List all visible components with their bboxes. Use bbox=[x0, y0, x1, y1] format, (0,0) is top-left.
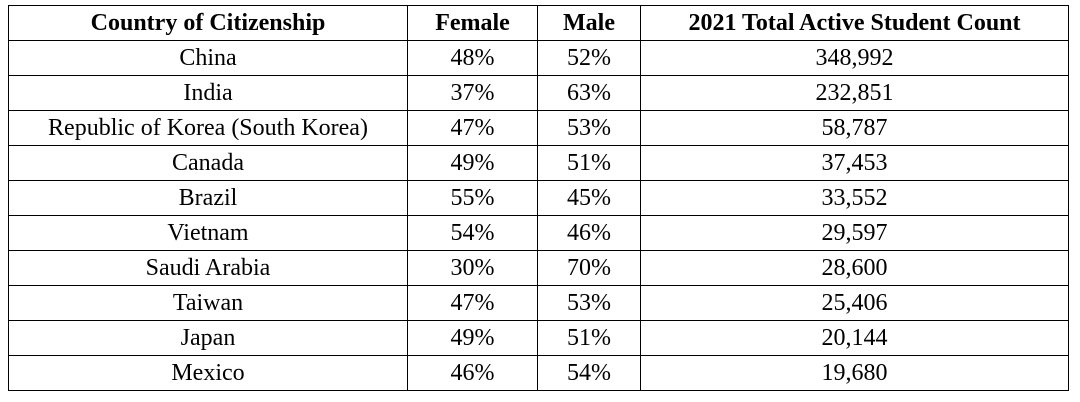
table-cell: 52% bbox=[537, 40, 641, 76]
table-cell: 232,851 bbox=[640, 75, 1069, 111]
table-cell: 70% bbox=[537, 250, 641, 286]
table-cell: 55% bbox=[407, 180, 538, 216]
header-cell: 2021 Total Active Student Count bbox=[640, 5, 1069, 41]
table-cell: 37,453 bbox=[640, 145, 1069, 181]
table-cell: Brazil bbox=[8, 180, 408, 216]
table-cell: 53% bbox=[537, 110, 641, 146]
table-cell: India bbox=[8, 75, 408, 111]
table-cell: 54% bbox=[537, 355, 641, 391]
table-row: Republic of Korea (South Korea) 47% 53% 58,… bbox=[8, 110, 1069, 146]
table-cell: 348,992 bbox=[640, 40, 1069, 76]
table-cell: 53% bbox=[537, 285, 641, 321]
table-cell: 28,600 bbox=[640, 250, 1069, 286]
table-row: Japan 49% 51% 20,144 bbox=[8, 320, 1069, 356]
table-row: Saudi Arabia 30% 70% 28,600 bbox=[8, 250, 1069, 286]
table-cell: 37% bbox=[407, 75, 538, 111]
table-row: Vietnam 54% 46% 29,597 bbox=[8, 215, 1069, 251]
table-cell: 51% bbox=[537, 320, 641, 356]
table-row: Taiwan 47% 53% 25,406 bbox=[8, 285, 1069, 321]
table-cell: 47% bbox=[407, 110, 538, 146]
table-row: Canada 49% 51% 37,453 bbox=[8, 145, 1069, 181]
table-row: Mexico 46% 54% 19,680 bbox=[8, 355, 1069, 391]
table-head: Country of Citizenship Female Male 2021 Tot… bbox=[8, 5, 1069, 41]
table-cell: China bbox=[8, 40, 408, 76]
table-cell: Mexico bbox=[8, 355, 408, 391]
table-cell: 51% bbox=[537, 145, 641, 181]
table-cell: 54% bbox=[407, 215, 538, 251]
table-cell: 47% bbox=[407, 285, 538, 321]
table-row: India 37% 63% 232,851 bbox=[8, 75, 1069, 111]
header-row: Country of Citizenship Female Male 2021 Tot… bbox=[8, 5, 1069, 41]
table-cell: 30% bbox=[407, 250, 538, 286]
table-cell: 48% bbox=[407, 40, 538, 76]
table-cell: 20,144 bbox=[640, 320, 1069, 356]
data-table: Country of Citizenship Female Male 2021 Tot… bbox=[8, 5, 1069, 391]
header-cell: Female bbox=[407, 5, 538, 41]
table-cell: 49% bbox=[407, 145, 538, 181]
table-cell: 58,787 bbox=[640, 110, 1069, 146]
table-cell: Taiwan bbox=[8, 285, 408, 321]
table-cell: 33,552 bbox=[640, 180, 1069, 216]
table-body: China 48% 52% 348,992 India 37% 63% 232,851 Repu… bbox=[8, 40, 1069, 391]
table-cell: Saudi Arabia bbox=[8, 250, 408, 286]
table-cell: 46% bbox=[537, 215, 641, 251]
header-cell: Male bbox=[537, 5, 641, 41]
table-cell: 19,680 bbox=[640, 355, 1069, 391]
table-cell: 29,597 bbox=[640, 215, 1069, 251]
table-cell: 49% bbox=[407, 320, 538, 356]
table-row: Brazil 55% 45% 33,552 bbox=[8, 180, 1069, 216]
table-cell: 25,406 bbox=[640, 285, 1069, 321]
table-row: China 48% 52% 348,992 bbox=[8, 40, 1069, 76]
table-cell: Republic of Korea (South Korea) bbox=[8, 110, 408, 146]
table-cell: Canada bbox=[8, 145, 408, 181]
table-cell: Vietnam bbox=[8, 215, 408, 251]
header-cell: Country of Citizenship bbox=[8, 5, 408, 41]
table-cell: 46% bbox=[407, 355, 538, 391]
table-cell: 63% bbox=[537, 75, 641, 111]
table-cell: 45% bbox=[537, 180, 641, 216]
table-cell: Japan bbox=[8, 320, 408, 356]
